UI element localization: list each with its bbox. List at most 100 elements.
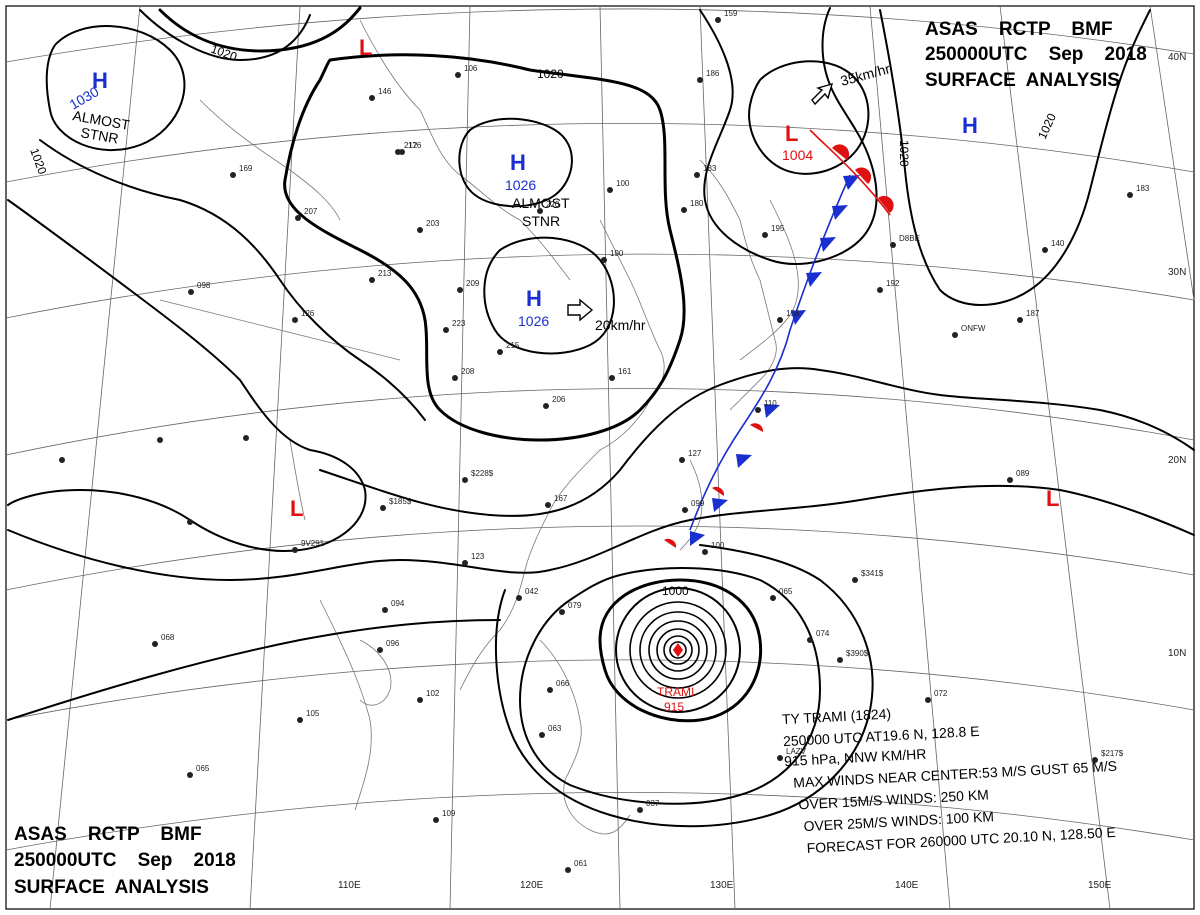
station-value: 126: [301, 309, 315, 318]
low-marker: L: [359, 35, 372, 60]
station-value: 212: [404, 141, 418, 150]
parallel-20n: [5, 388, 1195, 456]
header-line: 250000UTC Sep 2018: [14, 850, 236, 871]
annotation-stnr: STNR: [79, 124, 119, 146]
station-value: 203: [426, 219, 440, 228]
warm-front-line: [809, 129, 891, 216]
parallel-30n: [5, 253, 1195, 319]
lon-labels: 110E 120E 130E 140E 150E: [338, 880, 1112, 891]
station-value: LAZV: [786, 747, 807, 756]
station-plots: 146 212 207 203 213 220 190 209 223 215 208 206 161 1…: [161, 9, 1150, 868]
station-value: 169: [239, 164, 253, 173]
lon-label-130e: 130E: [710, 880, 734, 891]
meridian-110e: [449, 5, 471, 910]
lat-label-20n: 20N: [1168, 455, 1186, 466]
station-value: 100: [711, 541, 725, 550]
station-value: 180: [690, 199, 704, 208]
station-value: 220: [546, 200, 560, 209]
station-value: 159: [724, 9, 738, 18]
meridian-130e: [699, 5, 736, 910]
isobar-l1004-b: [748, 60, 870, 175]
station-value: 195: [771, 224, 785, 233]
station-value: 127: [688, 449, 702, 458]
coast-mongolia: [359, 19, 571, 281]
high-marker: H: [526, 286, 542, 311]
annotation-stnr: STNR: [522, 213, 560, 229]
isobar-1000: [598, 578, 763, 723]
station-value: 140: [1051, 239, 1065, 248]
coastlines: [159, 19, 799, 835]
station-value: 167: [554, 494, 568, 503]
high-value: 1026: [518, 313, 549, 329]
isobars: [7, 6, 1195, 828]
isobar-1020-a: [158, 6, 362, 53]
station-value: 176: [408, 141, 422, 150]
typhoon-info-line: OVER 25M/S WINDS: 100 KM: [803, 808, 994, 834]
typhoon-info-line: 250000 UTC AT19.6 N, 128.8 E: [783, 723, 980, 749]
station-value: 100: [616, 179, 630, 188]
typhoon-icon: [673, 643, 683, 657]
station-value: 192: [886, 279, 900, 288]
typhoon-info: TY TRAMI (1824) 250000 UTC AT19.6 N, 128…: [782, 705, 1118, 856]
station-value: 068: [161, 633, 175, 642]
low-marker: L: [290, 496, 303, 521]
isobar-1026-b: [483, 236, 615, 355]
lon-label-140e: 140E: [895, 880, 919, 891]
speed-label: 35km/hr: [839, 60, 892, 89]
isobar-label: 1000: [662, 584, 689, 598]
station-value: 161: [618, 367, 632, 376]
border-1: [199, 99, 341, 221]
coast-tibet: [289, 439, 306, 521]
station-value: 096: [386, 639, 400, 648]
isobar-label-1020-right: 1020: [1035, 111, 1059, 141]
station-value: 123: [471, 552, 485, 561]
station-value: $228$: [471, 469, 494, 478]
coast-taiwan: [679, 459, 703, 551]
header-line: ASAS RCTP BMF: [14, 824, 202, 845]
station-value: $217$: [1101, 749, 1124, 758]
isobar-label: 1020: [897, 140, 911, 167]
station-value: 9V291: [301, 539, 325, 548]
coast-korea-japan: [699, 159, 777, 411]
station-value: 190: [610, 249, 624, 258]
lat-label-30n: 30N: [1168, 267, 1186, 278]
header-line: SURFACE ANALYSIS: [925, 70, 1120, 91]
high-marker: H: [962, 113, 978, 138]
coast-hainan: [359, 639, 392, 706]
cold-front-line: [689, 174, 851, 531]
isobar-1020-c: [879, 9, 1151, 306]
station-value: 209: [466, 279, 480, 288]
arrow-icon: [567, 298, 594, 322]
station-value: 109: [442, 809, 456, 818]
isobar-a: [39, 139, 426, 421]
station-value: 089: [1016, 469, 1030, 478]
typhoon-name: TRAMI: [657, 685, 694, 699]
isobar-label: 1020: [27, 146, 49, 176]
isobar-b: [139, 9, 311, 62]
typhoon-pressure: 915: [664, 700, 684, 714]
isobar-c: [7, 199, 367, 552]
station-value: 158: [786, 309, 800, 318]
station-value: $390$: [846, 649, 869, 658]
station-value: 066: [556, 679, 570, 688]
isobar-e: [7, 484, 1195, 582]
station-value: 187: [1026, 309, 1040, 318]
station-dots: [59, 17, 1133, 873]
isobar-1020-b: [283, 53, 686, 442]
graticule: [5, 5, 1195, 910]
isobar-label: 1020: [537, 67, 564, 81]
station-value: 037: [646, 799, 660, 808]
lat-labels: 40N 30N 20N 10N: [1168, 52, 1186, 659]
station-value: 065: [779, 587, 793, 596]
station-value: 079: [568, 601, 582, 610]
movement-arrows: [567, 82, 834, 322]
header-line: SURFACE ANALYSIS: [14, 877, 209, 898]
station-value: 099: [691, 499, 705, 508]
coast-honshu: [739, 199, 799, 361]
station-value: 102: [426, 689, 440, 698]
station-value: 207: [304, 207, 318, 216]
lat-label-10n: 10N: [1168, 648, 1186, 659]
station-value: 208: [461, 367, 475, 376]
station-value: 106: [464, 64, 478, 73]
isobar-outer-1: [518, 567, 822, 805]
